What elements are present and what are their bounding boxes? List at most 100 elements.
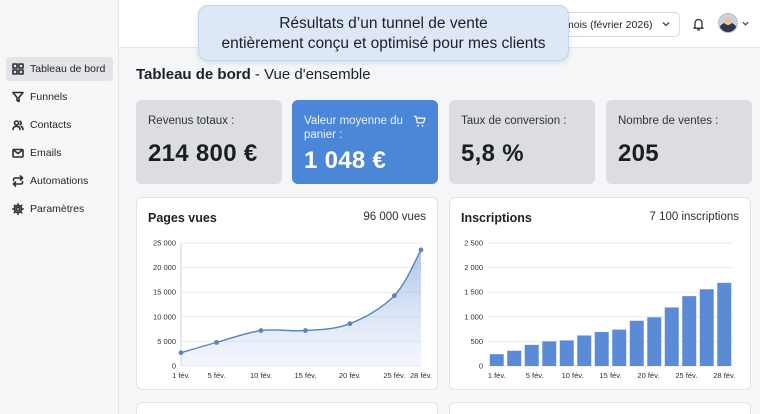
bar — [507, 350, 522, 366]
panel-placeholder — [449, 402, 751, 414]
kpi-value: 5,8 % — [461, 140, 524, 167]
bar — [489, 354, 504, 366]
kpi-card-sales: Nombre de ventes : 205 — [606, 100, 752, 184]
users-icon — [12, 120, 24, 131]
x-tick-label: 28 fév. — [713, 371, 735, 380]
sidebar-item-label: Emails — [30, 147, 62, 159]
sidebar: Tableau de bord Funnels Contacts Emails … — [0, 0, 119, 414]
kpi-label: Nombre de ventes : — [618, 115, 719, 127]
chart-title: Pages vues — [148, 211, 217, 225]
x-tick-label: 20 fév. — [339, 371, 361, 380]
avatar[interactable] — [718, 13, 738, 33]
period-select-label: mois (février 2026) — [565, 18, 653, 31]
bar — [647, 317, 662, 366]
bar — [594, 332, 609, 366]
sidebar-item-emails[interactable]: Emails — [6, 141, 113, 165]
chevron-down-icon — [662, 22, 670, 27]
bar — [682, 296, 697, 366]
x-tick-label: 15 fév. — [600, 371, 622, 380]
data-point — [391, 293, 397, 299]
x-tick-label: 10 fév. — [250, 371, 272, 380]
y-tick-label: 500 — [470, 337, 483, 346]
promo-banner: Résultats d’un tunnel de vente entièreme… — [198, 5, 569, 61]
cart-icon — [413, 115, 426, 127]
x-tick-label: 25 fév. — [675, 371, 697, 380]
grid-icon — [12, 63, 24, 75]
sidebar-item-label: Automations — [30, 175, 89, 187]
signups-chart: 0 500 1 000 1 500 2 000 2 500 1 fév. 5 fév. 10 f… — [464, 239, 735, 381]
x-tick-label: 25 fév. — [383, 371, 405, 380]
x-tick-label: 28 fév. — [410, 371, 432, 380]
y-tick-label: 1 500 — [464, 288, 483, 297]
panel-placeholder — [136, 402, 438, 414]
chevron-down-icon[interactable] — [741, 19, 750, 28]
y-tick-label: 20 000 — [153, 263, 176, 272]
sidebar-item-automations[interactable]: Automations — [6, 169, 113, 193]
page-title: Tableau de bord - Vue d'ensemble — [136, 66, 371, 83]
bar — [612, 329, 627, 366]
bar — [717, 282, 732, 366]
banner-line-2: entièrement conçu et optimisé pour mes c… — [221, 35, 546, 52]
y-tick-label: 1 000 — [464, 312, 483, 321]
chart-total: 7 100 inscriptions — [649, 211, 740, 223]
bell-icon[interactable] — [692, 17, 705, 31]
y-tick-label: 2 500 — [464, 239, 483, 248]
y-tick-label: 2 000 — [464, 263, 483, 272]
gear-icon — [12, 203, 24, 215]
bar — [699, 289, 714, 366]
kpi-label: Valeur moyenne du panier : — [304, 115, 403, 141]
x-tick-label: 5 fév. — [208, 371, 226, 380]
repeat-icon — [12, 175, 24, 187]
chart-total: 96 000 vues — [363, 211, 426, 223]
kpi-value: 205 — [618, 140, 659, 167]
y-tick-label: 5 000 — [157, 337, 176, 346]
bar — [664, 307, 679, 366]
sidebar-item-dashboard[interactable]: Tableau de bord — [6, 57, 113, 81]
kpi-value: 214 800 € — [148, 140, 258, 167]
x-tick-label: 20 fév. — [637, 371, 659, 380]
chart-title: Inscriptions — [461, 211, 532, 225]
kpi-label: Revenus totaux : — [148, 115, 235, 127]
sidebar-item-label: Contacts — [30, 119, 72, 131]
bar — [577, 335, 592, 366]
bar — [559, 340, 574, 366]
sidebar-item-label: Tableau de bord — [30, 63, 106, 75]
sidebar-item-settings[interactable]: Paramètres — [6, 197, 113, 221]
y-tick-label: 25 000 — [153, 239, 176, 248]
sidebar-item-funnels[interactable]: Funnels — [6, 85, 113, 109]
y-tick-label: 0 — [479, 362, 483, 371]
data-point — [178, 350, 184, 356]
mail-icon — [12, 148, 24, 158]
y-tick-label: 15 000 — [153, 288, 176, 297]
bar — [524, 344, 539, 366]
y-tick-label: 10 000 — [153, 312, 176, 321]
kpi-card-conversion: Taux de conversion : 5,8 % — [449, 100, 595, 184]
x-tick-label: 15 fév. — [294, 371, 316, 380]
data-point — [347, 321, 353, 327]
sidebar-item-label: Paramètres — [30, 203, 85, 215]
page-views-chart: 0 5 000 10 000 15 000 20 000 25 000 1 fév. 5 fé… — [153, 239, 432, 381]
x-tick-label: 1 fév. — [172, 371, 190, 380]
sidebar-item-label: Funnels — [30, 91, 68, 103]
kpi-value: 1 048 € — [304, 147, 387, 174]
bar — [629, 320, 644, 366]
sidebar-nav: Tableau de bord Funnels Contacts Emails … — [6, 57, 113, 225]
funnel-icon — [12, 91, 24, 103]
kpi-label: Taux de conversion : — [461, 115, 567, 127]
sidebar-item-contacts[interactable]: Contacts — [6, 113, 113, 137]
data-point — [214, 339, 219, 345]
bar — [542, 341, 557, 366]
chart-panel-page-views: Pages vues 96 000 vues 0 5 000 10 000 15 00… — [136, 197, 438, 390]
kpi-card-average-cart: Valeur moyenne du panier : 1 048 € — [292, 100, 438, 184]
data-point — [418, 247, 424, 253]
x-tick-label: 1 fév. — [488, 371, 506, 380]
page-title-main: Tableau de bord — [136, 66, 251, 83]
kpi-card-revenue: Revenus totaux : 214 800 € — [136, 100, 282, 184]
data-point — [258, 328, 264, 333]
chart-panel-signups: Inscriptions 7 100 inscriptions 0 500 1 00… — [449, 197, 751, 390]
page-title-sub: - Vue d'ensemble — [250, 66, 371, 83]
x-tick-label: 10 fév. — [562, 371, 584, 380]
area-fill — [181, 249, 421, 366]
data-point — [303, 328, 308, 333]
y-tick-label: 0 — [172, 362, 176, 371]
